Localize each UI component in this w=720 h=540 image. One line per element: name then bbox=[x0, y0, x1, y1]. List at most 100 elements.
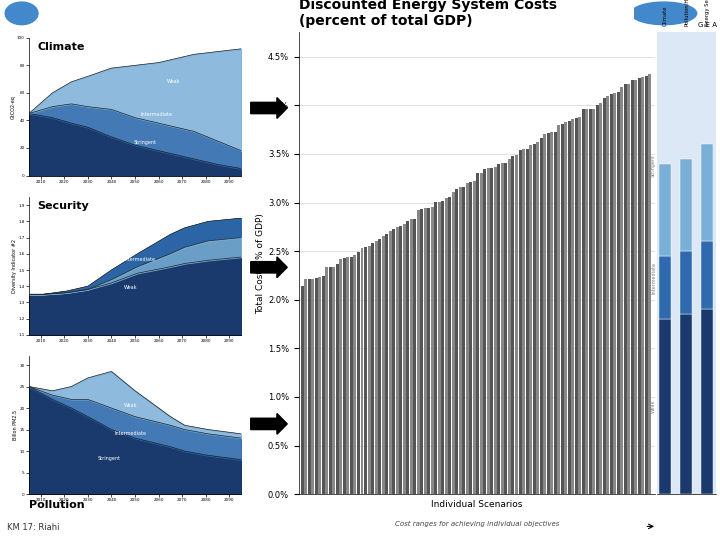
Bar bbox=[543, 134, 546, 494]
Bar bbox=[469, 182, 472, 494]
Bar bbox=[452, 192, 455, 494]
Bar bbox=[533, 144, 536, 494]
Bar bbox=[322, 275, 325, 494]
Bar bbox=[371, 242, 374, 494]
Bar bbox=[522, 148, 525, 494]
Bar bbox=[445, 198, 448, 494]
Bar bbox=[374, 241, 377, 494]
Bar bbox=[536, 141, 539, 494]
Bar bbox=[389, 231, 392, 494]
Text: Weak: Weak bbox=[124, 286, 138, 291]
Bar bbox=[462, 187, 465, 494]
Bar bbox=[441, 201, 444, 494]
Bar bbox=[631, 80, 634, 494]
Text: KM 17: Riahi: KM 17: Riahi bbox=[7, 523, 60, 532]
Text: Weak: Weak bbox=[166, 79, 180, 84]
Bar bbox=[473, 181, 476, 494]
Bar bbox=[585, 109, 588, 494]
Bar bbox=[399, 226, 402, 494]
Bar bbox=[645, 76, 648, 494]
Bar bbox=[634, 80, 637, 494]
Bar bbox=[382, 237, 384, 494]
Circle shape bbox=[5, 2, 38, 25]
Bar bbox=[550, 132, 553, 494]
Text: Pollution: Pollution bbox=[29, 500, 84, 510]
Bar bbox=[613, 93, 616, 494]
Bar bbox=[357, 252, 360, 494]
Text: Security: Security bbox=[37, 201, 89, 211]
Bar bbox=[449, 197, 451, 494]
Bar bbox=[582, 110, 585, 494]
Y-axis label: GtCO2-eq: GtCO2-eq bbox=[11, 94, 16, 119]
Bar bbox=[333, 267, 336, 494]
Bar bbox=[329, 267, 332, 494]
Bar bbox=[477, 173, 480, 494]
Bar bbox=[624, 84, 627, 494]
FancyArrow shape bbox=[251, 257, 287, 278]
X-axis label: Individual Scenarios: Individual Scenarios bbox=[431, 500, 523, 509]
Bar bbox=[420, 209, 423, 494]
Bar bbox=[501, 164, 504, 494]
Bar bbox=[578, 118, 581, 494]
Bar bbox=[438, 201, 441, 494]
Bar bbox=[494, 167, 497, 494]
Bar bbox=[434, 201, 437, 494]
Y-axis label: Billon PM2.5: Billon PM2.5 bbox=[13, 410, 18, 440]
Bar bbox=[423, 208, 427, 494]
Text: Stringent: Stringent bbox=[134, 140, 157, 145]
Bar bbox=[487, 168, 490, 494]
Bar bbox=[529, 145, 532, 494]
Text: Intermediate: Intermediate bbox=[123, 256, 156, 261]
Bar bbox=[410, 219, 413, 494]
Text: Pollution/Health: Pollution/Health bbox=[684, 0, 688, 25]
Bar bbox=[638, 78, 641, 494]
Bar bbox=[361, 248, 364, 494]
Bar bbox=[466, 184, 469, 494]
Bar bbox=[701, 144, 713, 241]
Bar bbox=[339, 259, 343, 494]
Bar bbox=[483, 170, 487, 494]
Bar bbox=[515, 155, 518, 494]
Bar bbox=[610, 93, 613, 494]
Bar bbox=[318, 277, 321, 494]
Text: Stringent: Stringent bbox=[145, 228, 168, 233]
Bar bbox=[571, 119, 574, 494]
Bar bbox=[315, 278, 318, 494]
Bar bbox=[561, 124, 564, 494]
Text: Weak: Weak bbox=[651, 400, 656, 414]
Bar bbox=[354, 255, 356, 494]
Bar bbox=[392, 229, 395, 494]
Bar bbox=[364, 247, 367, 494]
Text: Energy Security: Energy Security bbox=[705, 0, 710, 25]
Bar bbox=[557, 125, 560, 494]
Text: G E A: G E A bbox=[698, 22, 716, 28]
Bar bbox=[308, 279, 311, 494]
Bar bbox=[546, 133, 549, 494]
Bar bbox=[518, 150, 521, 494]
Bar bbox=[505, 163, 508, 494]
Bar bbox=[649, 75, 652, 494]
Bar bbox=[343, 258, 346, 494]
Bar bbox=[575, 118, 577, 494]
Bar bbox=[305, 280, 307, 494]
Bar bbox=[526, 148, 528, 494]
Bar bbox=[406, 221, 409, 494]
Y-axis label: Diversity Indicator #2: Diversity Indicator #2 bbox=[12, 239, 17, 293]
Text: Intermediate: Intermediate bbox=[140, 112, 172, 117]
Bar bbox=[402, 224, 405, 494]
Bar bbox=[350, 256, 353, 494]
Bar bbox=[627, 84, 630, 494]
Bar bbox=[589, 109, 592, 494]
Bar bbox=[660, 319, 671, 494]
Bar bbox=[413, 219, 416, 494]
Bar bbox=[378, 239, 381, 494]
Bar bbox=[417, 211, 420, 494]
Bar bbox=[603, 98, 606, 494]
Bar bbox=[680, 251, 692, 314]
Bar bbox=[427, 208, 431, 494]
Bar bbox=[490, 167, 493, 494]
Bar bbox=[498, 164, 500, 494]
Text: Stringent: Stringent bbox=[651, 154, 656, 177]
Bar bbox=[385, 234, 388, 494]
Bar bbox=[301, 286, 304, 494]
